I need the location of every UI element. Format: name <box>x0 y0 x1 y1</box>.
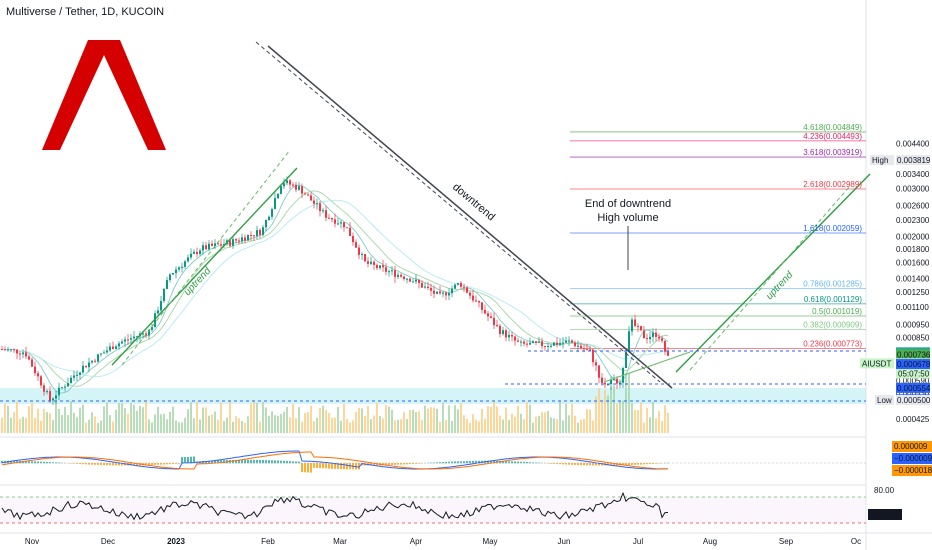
price-badge-sub-3: 05:07:50 <box>898 369 930 378</box>
rsi-tick-80: 80.00 <box>874 486 895 495</box>
price-tick-label: 0.000530 <box>896 389 930 398</box>
fib-label-0: 4.618(0.004849) <box>803 123 862 132</box>
uptrend-right-label: uptrend <box>764 269 795 302</box>
signal-line <box>1 451 669 470</box>
price-badge-bg-0 <box>896 155 930 166</box>
price-axis[interactable]: 0.004400 0.003400 0.003000 0.002600 0.002300… <box>896 139 930 424</box>
downtrend-label: downtrend <box>450 181 497 223</box>
time-tick-nov: Nov <box>25 537 39 546</box>
time-axis[interactable]: Nov Dec 2023 Feb Mar Apr May Jun Jul Aug Sep Oc <box>25 537 861 546</box>
macd-histogram <box>1 456 669 473</box>
fib-label-9: 0.236(0.000773) <box>803 340 862 349</box>
trendlines <box>0 41 871 402</box>
callout-line1: End of downtrend <box>585 198 671 210</box>
price-badge-2: 0.000736 <box>897 350 931 359</box>
price-badge-label-0: High <box>872 156 888 165</box>
time-tick-oc: Oc <box>851 537 861 546</box>
price-badge-5: 0.000554 <box>897 384 931 393</box>
fib-levels <box>570 131 866 349</box>
volume-bars <box>1 373 669 433</box>
price-tick-label: 0.000950 <box>896 320 930 329</box>
uptrend-line-right <box>675 173 871 373</box>
price-tick-label: 0.001400 <box>896 275 930 284</box>
price-badge-bg-7 <box>896 395 930 405</box>
support-zone <box>0 388 866 404</box>
time-tick-jul: Jul <box>633 537 643 546</box>
rsi-panel <box>0 491 866 524</box>
time-tick-aug: Aug <box>703 537 717 546</box>
macd-badge-1: −0.000009 <box>894 454 932 463</box>
time-tick-mar: Mar <box>333 537 347 546</box>
time-tick-jun: Jun <box>558 537 571 546</box>
rsi-value-badge: 44.17 <box>872 511 893 520</box>
price-badge-label-bg-0 <box>870 155 894 166</box>
price-badge-4: 0.000678 <box>897 360 931 369</box>
time-tick-dec: Dec <box>101 537 115 546</box>
price-badge-bg-5 <box>896 382 930 393</box>
price-badge-label-bg-3 <box>860 358 894 369</box>
time-tick-2023: 2023 <box>167 537 185 546</box>
macd-line <box>1 450 669 470</box>
uptrend-line-right-dashed <box>689 185 851 371</box>
fib-label-6: 0.618(0.001129) <box>804 295 862 304</box>
price-badge-0: 0.003819 <box>897 156 931 165</box>
candles <box>1 176 669 405</box>
price-tick-label: 0.004400 <box>896 139 930 148</box>
macd-badge-2: −0.000018 <box>894 466 932 475</box>
price-badges: 0.003819High0.0007490.0007360.000682AIUS… <box>860 155 931 405</box>
price-tick-label: 0.001600 <box>896 259 930 268</box>
price-badge-label-bg-7 <box>875 395 894 405</box>
fib-label-4: 1.618(0.002059) <box>803 224 862 233</box>
price-tick-label: 0.003400 <box>896 170 930 179</box>
price-badge-7: 0.000500 <box>897 396 931 405</box>
price-tick-label: 0.000590 <box>896 376 930 385</box>
logo-chevron-icon <box>42 40 166 150</box>
fib-labels: 4.618(0.004849)4.236(0.004493) 3.618(0.00… <box>803 123 862 349</box>
time-tick-feb: Feb <box>261 537 275 546</box>
time-tick-sep: Sep <box>779 537 794 546</box>
time-tick-may: May <box>482 537 497 546</box>
macd-panel <box>0 450 866 473</box>
chart-title: Multiverse / Tether, 1D, KUCOIN <box>6 6 165 18</box>
price-tick-label: 0.000425 <box>896 415 930 424</box>
short-support-line <box>603 351 691 383</box>
price-tick-label: 0.003000 <box>896 185 930 194</box>
fib-label-7: 0.5(0.001019) <box>812 307 862 316</box>
price-badge-bg-4 <box>896 359 930 370</box>
fib-label-1: 4.236(0.004493) <box>803 132 862 141</box>
macd-badge-0: 0.000009 <box>894 442 928 451</box>
price-tick-label: 0.001800 <box>896 245 930 254</box>
time-tick-apr: Apr <box>410 537 423 546</box>
macd-badges: 0.000009 −0.000009 −0.000018 <box>892 441 932 476</box>
price-badge-label-7: Low <box>877 396 892 405</box>
price-tick-label: 0.001250 <box>896 288 930 297</box>
price-badge-label-3: AIUSDT <box>862 359 891 368</box>
price-tick-label: 0.001100 <box>896 303 929 312</box>
fib-label-3: 2.618(0.002989) <box>803 180 862 189</box>
fib-label-2: 3.618(0.003919) <box>803 148 862 157</box>
price-tick-label: 0.000850 <box>896 333 930 342</box>
price-tick-label: 0.002300 <box>896 216 930 225</box>
rsi-value-badge-bg <box>868 509 902 520</box>
price-tick-label: 0.002000 <box>896 232 930 241</box>
fib-label-8: 0.382(0.000909) <box>803 320 862 329</box>
fib-label-5: 0.786(0.001285) <box>803 280 862 289</box>
uptrend-line-left <box>111 167 298 366</box>
callout-line2: High volume <box>597 212 658 224</box>
price-badge-bg-2 <box>896 349 930 360</box>
rsi-line <box>1 491 669 521</box>
downtrend-line <box>267 45 673 389</box>
price-tick-label: 0.002600 <box>896 201 930 210</box>
uptrend-line-left-dashed <box>121 149 291 366</box>
